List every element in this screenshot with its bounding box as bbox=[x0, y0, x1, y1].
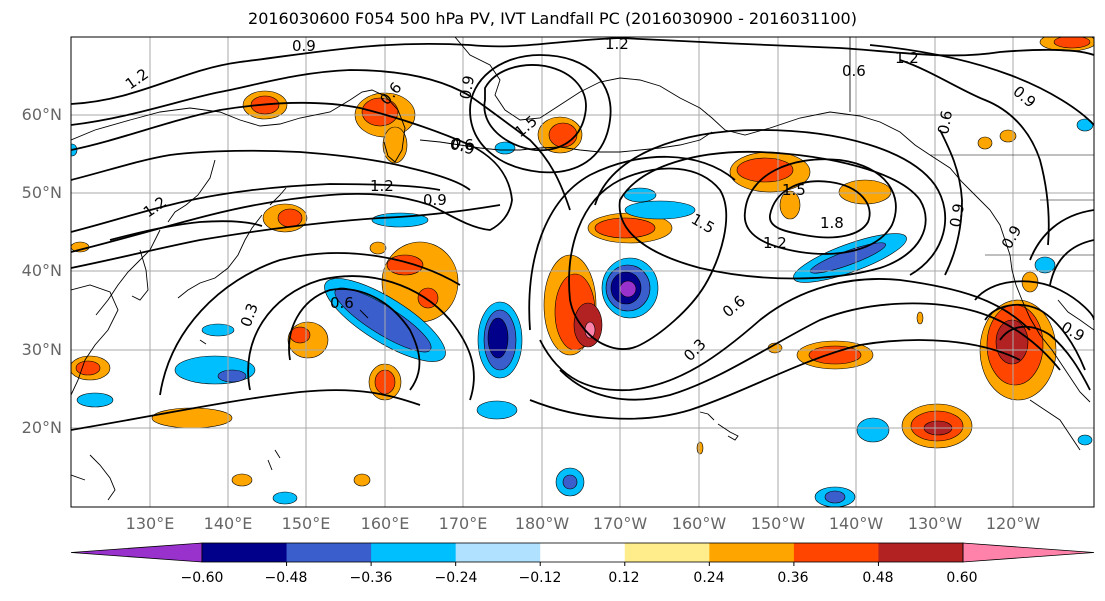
colorbar-tick-label: 0.36 bbox=[777, 570, 809, 586]
contour-label: 0.9 bbox=[292, 37, 316, 55]
colorbar-segment bbox=[286, 543, 372, 562]
contour-label: 1.2 bbox=[763, 234, 787, 252]
map-title: 2016030600 F054 500 hPa PV, IVT Landfall… bbox=[248, 9, 857, 28]
colorbar-segment bbox=[371, 543, 457, 562]
contour-label: 1.2 bbox=[605, 35, 629, 53]
lon-label: 160°E bbox=[360, 514, 410, 533]
graticule bbox=[71, 37, 1094, 507]
colorbar-tick-label: 0.48 bbox=[862, 570, 894, 586]
contour-label: 0.9 bbox=[456, 74, 478, 101]
contour-label: 1.5 bbox=[782, 181, 806, 199]
lat-label: 40°N bbox=[21, 261, 62, 280]
colorbar-tick-label: 0.24 bbox=[693, 570, 725, 586]
lat-label: 20°N bbox=[21, 418, 62, 437]
colorbar-extension-max bbox=[962, 542, 1095, 563]
contour-label: 1.8 bbox=[820, 214, 844, 232]
lon-label: 170°E bbox=[438, 514, 488, 533]
lon-label: 160°W bbox=[671, 514, 727, 533]
lon-label: 140°W bbox=[828, 514, 884, 533]
colorbar-frame bbox=[201, 542, 964, 563]
colorbar-segment bbox=[709, 543, 795, 562]
colorbar-segment bbox=[793, 543, 879, 562]
colorbar-segment bbox=[540, 543, 626, 562]
contour-label: 1.2 bbox=[895, 49, 919, 67]
contour-label: 0.6 bbox=[842, 62, 866, 80]
contour-label: 0.9 bbox=[946, 202, 968, 229]
contour-label: 0.9 bbox=[423, 191, 447, 209]
lat-label: 50°N bbox=[21, 183, 62, 202]
lon-label: 140°E bbox=[203, 514, 253, 533]
contour-label: 0.6 bbox=[934, 109, 956, 136]
lon-label: 180°W bbox=[514, 514, 570, 533]
colorbar-tick-label: 0.60 bbox=[946, 570, 978, 586]
colorbar-segment bbox=[202, 543, 288, 562]
contour-label: 1.2 bbox=[370, 177, 394, 195]
lat-label: 60°N bbox=[21, 105, 62, 124]
lon-label: 130°W bbox=[907, 514, 963, 533]
colorbar-tick-label: −0.60 bbox=[180, 570, 224, 586]
colorbar-tick-label: 0.12 bbox=[608, 570, 640, 586]
lon-label: 130°E bbox=[125, 514, 175, 533]
colorbar-segment bbox=[624, 543, 710, 562]
colorbar bbox=[70, 542, 1095, 566]
colorbar-segment bbox=[878, 543, 964, 562]
colorbar-tick-label: −0.48 bbox=[264, 570, 308, 586]
lon-label: 150°E bbox=[281, 514, 331, 533]
map-frame bbox=[70, 36, 1095, 508]
colorbar-tick-label: −0.24 bbox=[434, 570, 478, 586]
contour-label: 0.6 bbox=[450, 136, 474, 154]
lon-label: 150°W bbox=[750, 514, 806, 533]
contour-label: 0.6 bbox=[330, 294, 354, 312]
colorbar-tick-label: −0.12 bbox=[518, 570, 562, 586]
pv-contours bbox=[71, 37, 1094, 431]
lon-label: 120°W bbox=[985, 514, 1041, 533]
lat-label: 30°N bbox=[21, 340, 62, 359]
colorbar-tick-label: −0.36 bbox=[349, 570, 393, 586]
lon-label: 170°W bbox=[592, 514, 648, 533]
colorbar-segment bbox=[455, 543, 541, 562]
colorbar-extension-min bbox=[70, 542, 203, 563]
